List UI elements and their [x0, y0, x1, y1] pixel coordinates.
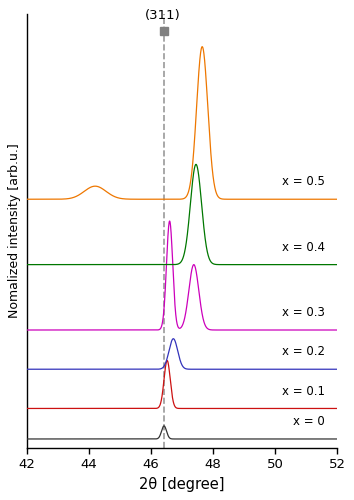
Text: x = 0.1: x = 0.1 [282, 384, 325, 398]
X-axis label: 2θ [degree]: 2θ [degree] [139, 476, 225, 492]
Y-axis label: Nomalized intensity [arb.u.]: Nomalized intensity [arb.u.] [8, 144, 21, 318]
Text: (311): (311) [144, 10, 180, 22]
Text: x = 0: x = 0 [293, 415, 325, 428]
Text: x = 0.4: x = 0.4 [282, 240, 325, 254]
Text: x = 0.5: x = 0.5 [282, 176, 325, 188]
Text: x = 0.3: x = 0.3 [282, 306, 325, 319]
Text: x = 0.2: x = 0.2 [282, 346, 325, 358]
